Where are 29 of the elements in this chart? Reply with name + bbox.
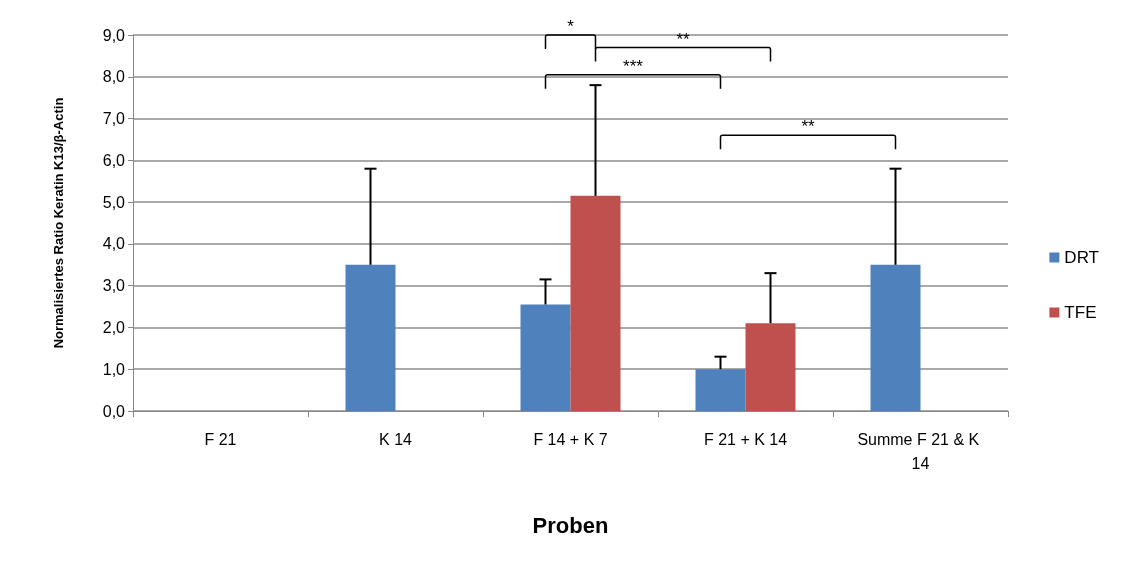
y-tick-label: 0,0 (102, 402, 126, 420)
y-tick-label: 6,0 (102, 151, 126, 169)
x-tick-label: F 14 + K 7 (533, 430, 608, 448)
legend-label: TFE (1064, 303, 1097, 322)
x-tick-label: Summe F 21 & K 14 (857, 430, 984, 472)
y-tick-label: 8,0 (102, 68, 126, 86)
annotation: ** (676, 29, 690, 49)
annotation: *** (623, 56, 644, 76)
y-tick-label: 7,0 (102, 110, 126, 128)
bar (345, 264, 396, 411)
bar (695, 369, 746, 411)
legend-label: DRT (1064, 248, 1100, 267)
annotation: * (567, 17, 575, 36)
x-tick-label: F 21 (204, 430, 237, 448)
annotation: ** (801, 117, 815, 137)
y-tick-label: 5,0 (102, 193, 126, 211)
x-tick-label: K 14 (379, 430, 413, 448)
x-axis-title: Proben (532, 512, 609, 538)
y-tick-label: 4,0 (102, 235, 126, 253)
y-tick-label: 3,0 (102, 277, 126, 295)
y-axis-title: Normalisiertes Ratio Keratin K13/β-Actin (51, 97, 66, 349)
bar (745, 323, 796, 411)
y-tick-label: 9,0 (102, 26, 126, 44)
bar (520, 304, 571, 411)
y-tick-label: 1,0 (102, 360, 126, 378)
y-tick-label: 2,0 (102, 318, 126, 336)
bar (570, 195, 621, 411)
bar (870, 264, 921, 411)
x-tick-label: F 21 + K 14 (703, 430, 788, 448)
